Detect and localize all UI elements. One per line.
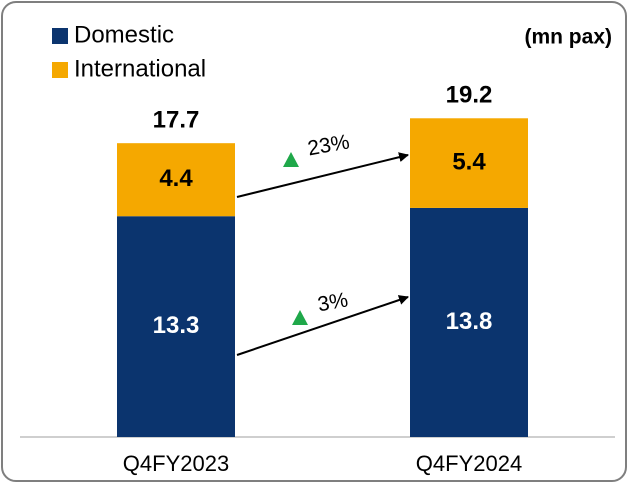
growth-triangle [283, 152, 299, 167]
growth-triangle [292, 310, 308, 325]
legend-label: Domestic [74, 21, 174, 48]
total-label: 19.2 [446, 82, 493, 109]
bar-segment [117, 216, 235, 437]
legend-swatch [52, 62, 68, 78]
bar-segment [117, 143, 235, 217]
bar-segment [410, 207, 528, 437]
value-label: 13.8 [446, 308, 493, 335]
unit-label: (mn pax) [524, 26, 612, 49]
value-label: 13.3 [153, 312, 200, 339]
growth-label: 3% [316, 288, 350, 316]
total-label: 17.7 [153, 107, 200, 134]
x-tick-label: Q4FY2023 [123, 451, 229, 476]
x-tick-label: Q4FY2024 [416, 451, 522, 476]
bar-segment [410, 118, 528, 208]
growth-arrow [236, 295, 409, 356]
legend-swatch [52, 28, 68, 44]
legend-label: International [74, 55, 206, 82]
value-label: 4.4 [159, 165, 193, 192]
value-label: 5.4 [452, 148, 486, 175]
growth-arrow [236, 152, 409, 198]
